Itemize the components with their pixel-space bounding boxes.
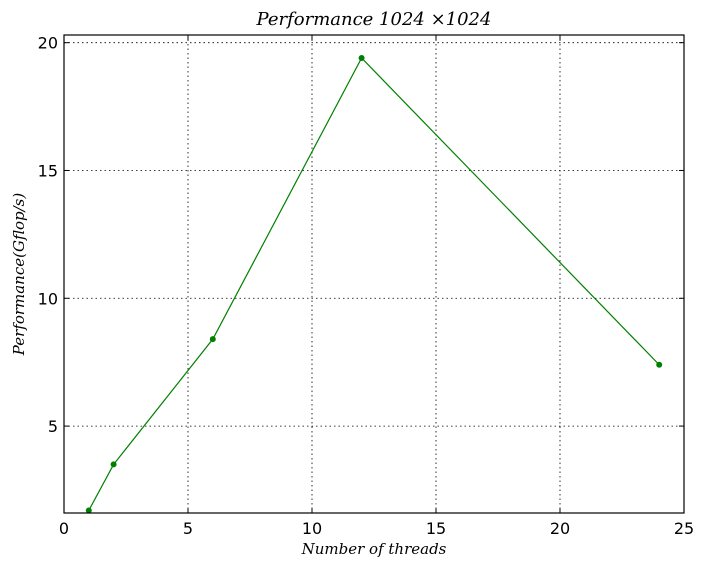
y-tick-label: 20 [38,34,58,53]
x-tick-label: 0 [59,519,69,538]
x-tick-label: 10 [302,519,322,538]
y-tick-label: 10 [38,289,58,308]
chart-title: Performance 1024 ×1024 [256,9,492,30]
data-point [85,507,92,514]
data-point [358,55,365,62]
data-point [110,461,117,468]
y-axis-label: Performance(Gflop/s) [10,193,28,357]
grid-lines [64,35,684,513]
ticks-layer: 0 5 10 15 20 25 5 10 15 20 [38,34,695,538]
x-tick-label: 15 [426,519,446,538]
plot-frame [63,34,685,514]
x-tick-label: 20 [550,519,570,538]
data-point [656,361,663,368]
y-tick-label: 15 [38,161,58,180]
x-tick-label: 25 [674,519,694,538]
y-tick-label: 5 [48,417,58,436]
x-axis-label: Number of threads [301,540,447,558]
x-tick-label: 5 [183,519,193,538]
data-point [209,336,216,343]
